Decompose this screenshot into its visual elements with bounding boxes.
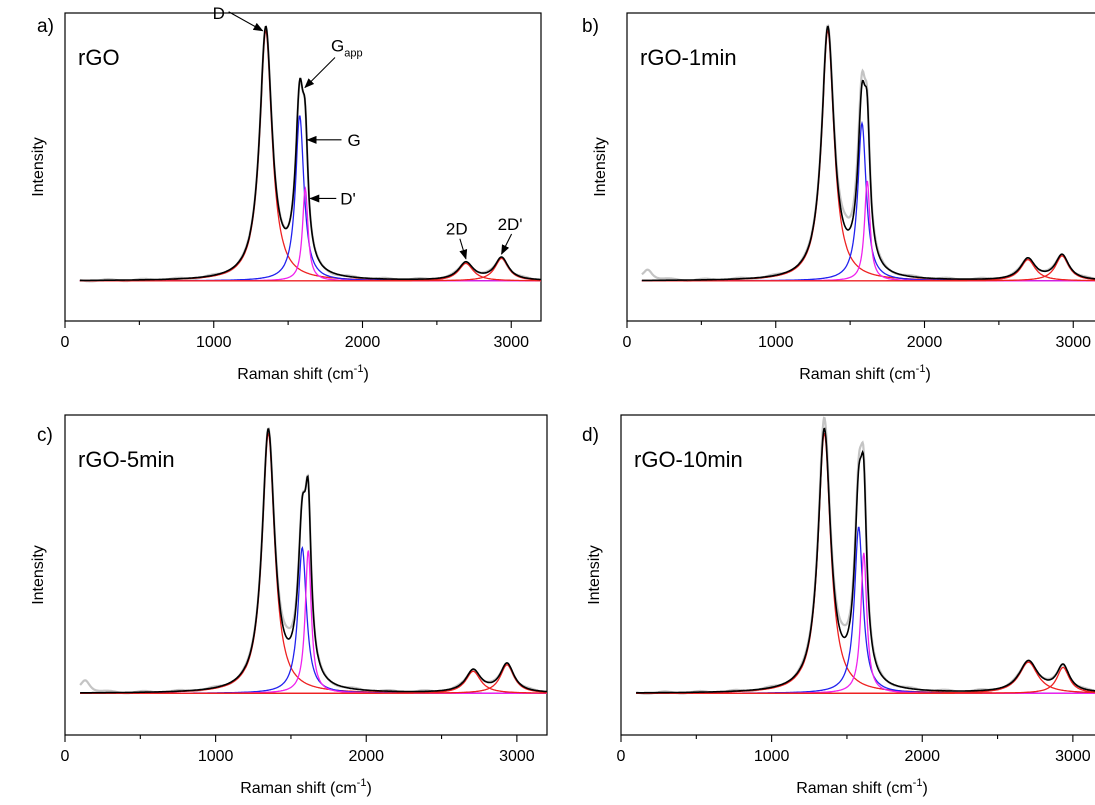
x-tick-label: 0 [623, 334, 632, 351]
measured-spectrum [79, 26, 541, 283]
peak-g [636, 526, 1095, 694]
sample-label: rGO [78, 45, 120, 70]
arrow-2d [459, 238, 468, 260]
x-axis-label: Raman shift (cm-1) [237, 363, 369, 383]
fit-envelope [636, 427, 1095, 694]
x-tick-label: 2000 [348, 748, 384, 765]
peak-2d [80, 670, 547, 695]
x-tick-label: 1000 [758, 334, 794, 351]
x-tick-label: 0 [617, 748, 626, 765]
panel-letter: a) [37, 16, 54, 37]
peak-d-prime [641, 180, 1095, 282]
x-tick-label: 1000 [754, 748, 790, 765]
peak-2d-prime [79, 257, 541, 282]
peak-label-2d: 2D [446, 220, 468, 239]
x-tick-label: 3000 [493, 334, 529, 351]
panel-1: 0 1000 2000 3000 Raman shift (cm-1) Intensity… [30, 4, 542, 383]
x-tick-label: 3000 [1055, 334, 1091, 351]
panel-letter: c) [37, 425, 53, 446]
y-axis-label: Intensity [586, 545, 603, 605]
x-tick-label: 3000 [1055, 748, 1091, 765]
y-axis-label: Intensity [30, 545, 47, 605]
sample-label: rGO-1min [640, 45, 737, 70]
x-tick-label: 0 [61, 748, 70, 765]
spectrum-curves [641, 24, 1095, 282]
arrow-g-app [304, 57, 336, 89]
x-tick-label: 2000 [907, 334, 943, 351]
spectrum-curves [79, 25, 541, 283]
x-tick-label: 2000 [904, 748, 940, 765]
peak-label-g: G [348, 131, 361, 150]
peak-d [79, 30, 541, 282]
peak-2d [636, 661, 1095, 694]
plot-frame [64, 12, 542, 322]
y-axis-label: Intensity [30, 137, 47, 197]
panel-3: 0 1000 2000 3000 Raman shift (cm-1) Intensity… [30, 414, 548, 797]
x-tick-label: 1000 [198, 748, 234, 765]
fit-envelope [79, 25, 541, 282]
fit-envelope [641, 25, 1095, 282]
plot-frame [620, 414, 1095, 736]
x-tick-label: 1000 [196, 334, 232, 351]
x-tick-label: 3000 [499, 748, 535, 765]
panel-4: 0 1000 2000 3000 Raman shift (cm-1) Intensity… [582, 414, 1095, 797]
peak-2d [641, 259, 1095, 282]
x-tick-label: 0 [61, 334, 70, 351]
peak-label-2d-prime: 2D' [498, 215, 523, 234]
peak-label-g-app: Gapp [331, 36, 363, 59]
spectrum-curves [79, 426, 547, 695]
x-tick-label: 2000 [345, 334, 381, 351]
plot-frame [64, 414, 548, 736]
spectrum-curves [635, 416, 1095, 695]
panel-letter: b) [582, 16, 599, 37]
panel-2: 0 1000 2000 3000 Raman shift (cm-1) Intensity… [582, 12, 1095, 383]
peak-2d-prime [641, 255, 1095, 282]
arrow-d [228, 11, 264, 32]
plot-frame [626, 12, 1095, 322]
peak-label-d-prime: D' [340, 189, 356, 208]
x-axis-label: Raman shift (cm-1) [799, 363, 931, 383]
peak-label-d: D [213, 4, 225, 23]
fit-envelope [80, 428, 547, 694]
panel-letter: d) [582, 425, 599, 446]
peak-2d-prime [80, 664, 547, 695]
x-axis-label: Raman shift (cm-1) [240, 777, 372, 797]
peak-2d-prime [636, 666, 1095, 695]
x-axis-label: Raman shift (cm-1) [796, 777, 928, 797]
sample-label: rGO-5min [78, 447, 175, 472]
y-axis-label: Intensity [592, 137, 609, 197]
peak-d-prime [636, 552, 1095, 694]
sample-label: rGO-10min [634, 447, 743, 472]
arrow-2d-prime [501, 233, 513, 255]
